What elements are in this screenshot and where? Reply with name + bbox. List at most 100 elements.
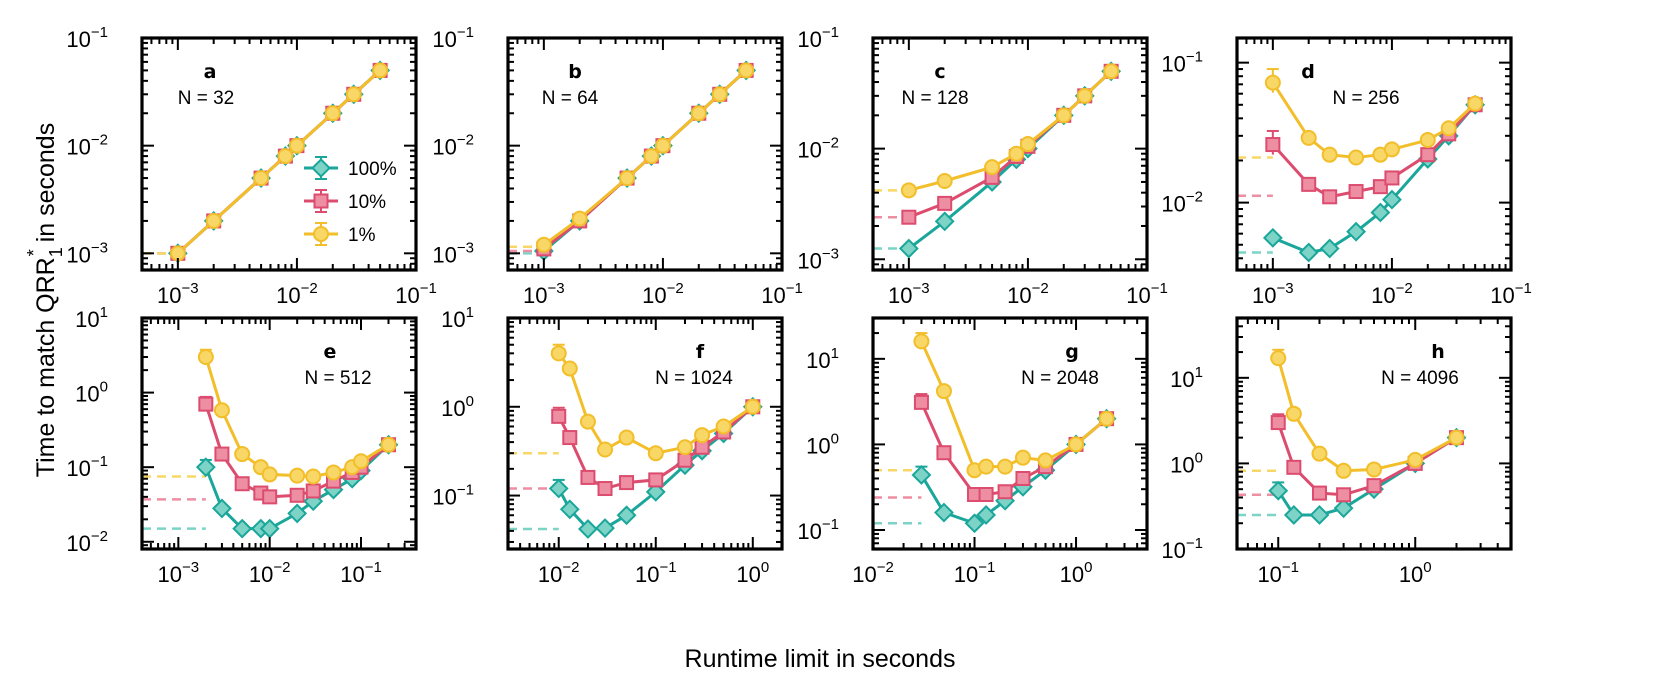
plot-area (508, 343, 763, 539)
data-point-10pct (597, 481, 613, 497)
data-point-10pct (936, 445, 952, 461)
x-tick-label: 10−1 (340, 559, 382, 587)
data-point-1pct (1348, 149, 1365, 166)
data-point-100pct (287, 503, 308, 524)
plot-area (873, 332, 1117, 534)
legend-marker (311, 158, 331, 178)
data-point-1pct (936, 172, 953, 189)
data-point-10pct (1348, 184, 1364, 200)
y-tick-label: 10−3 (432, 239, 474, 267)
data-point-100pct (1309, 505, 1330, 525)
data-point-100pct (578, 519, 598, 539)
panel-letter: h (1431, 341, 1445, 363)
data-point-1pct (571, 210, 588, 227)
series-line-100pct (920, 417, 1108, 525)
data-point-1pct (694, 427, 711, 444)
axes-frame (506, 316, 784, 551)
data-point-100pct (645, 481, 666, 502)
data-point-1pct (1440, 120, 1457, 137)
data-point-1pct (744, 398, 761, 415)
data-point-10pct (580, 469, 596, 485)
data-point-1pct (213, 402, 230, 419)
y-tick-label: 10−2 (1161, 189, 1203, 217)
panel-n-label: N = 4096 (1381, 368, 1459, 389)
data-point-1pct (618, 429, 635, 446)
plot-area (142, 348, 399, 539)
data-point-10pct (562, 430, 578, 446)
plot-area (1237, 68, 1486, 263)
data-point-1pct (1068, 436, 1085, 453)
data-point-1pct (535, 236, 552, 253)
data-point-100pct (616, 505, 637, 526)
data-point-1pct (205, 212, 222, 229)
axes-frame (140, 316, 418, 551)
legend-marker (313, 226, 329, 242)
y-tick-label: 101 (75, 304, 108, 332)
y-axis-title: Time to match QRR1* in seconds (24, 123, 66, 477)
y-tick-label: 101 (806, 345, 839, 373)
y-tick-label: 10−1 (1161, 49, 1203, 77)
data-point-1pct (1366, 461, 1382, 478)
axes-frame (506, 36, 784, 272)
panel-n-label: N = 2048 (1021, 368, 1099, 389)
data-point-10pct (937, 195, 953, 211)
data-point-1pct (997, 458, 1014, 475)
panel-d: 10−3 10−2 10−1 10−2 10−1 d N = 256 (1161, 36, 1532, 308)
data-point-100pct (1370, 202, 1391, 223)
x-tick-label: 10−1 (954, 559, 996, 587)
legend-item-10pct: 10% (304, 189, 386, 213)
data-point-1pct (579, 413, 596, 430)
panel-a: 10−3 10−2 10−1 10−3 10−2 10−1 a N = 32 (66, 24, 436, 308)
y-tick-label: 100 (75, 379, 108, 407)
panel-letter: c (934, 61, 945, 83)
data-point-100pct (911, 465, 932, 485)
data-point-10pct (648, 472, 664, 488)
legend-item-1pct: 1% (304, 222, 376, 246)
data-point-1pct (345, 86, 362, 103)
data-point-1pct (738, 62, 755, 79)
data-point-1pct (1311, 445, 1328, 462)
data-point-1pct (261, 466, 278, 483)
tick-marks (141, 317, 417, 550)
plot-area (142, 60, 391, 264)
data-point-10pct (677, 452, 693, 468)
legend-item-100pct: 100% (304, 156, 397, 180)
data-point-1pct (1270, 350, 1287, 367)
y-tick-label: 10−3 (797, 245, 839, 273)
series-line-1pct (557, 352, 754, 455)
data-point-100pct (934, 502, 954, 523)
panel-e: 10−3 10−2 10−1 10−2 10−1 100 101 e N = 512 (66, 304, 418, 587)
data-point-10pct (1384, 170, 1400, 186)
panel-letter: b (568, 61, 582, 83)
data-point-10pct (1286, 459, 1302, 475)
data-point-10pct (262, 489, 278, 505)
data-point-1pct (1014, 449, 1031, 466)
data-point-100pct (212, 498, 232, 519)
data-point-1pct (1098, 410, 1115, 427)
data-point-1pct (654, 137, 671, 154)
data-point-10pct (1311, 485, 1327, 501)
data-point-10pct (978, 486, 994, 502)
data-point-10pct (1301, 176, 1317, 192)
data-point-1pct (1467, 95, 1484, 112)
x-tick-label: 10−3 (1252, 280, 1294, 308)
data-point-1pct (984, 159, 1001, 176)
y-tick-label: 100 (806, 430, 839, 458)
data-point-100pct (1333, 498, 1354, 519)
series-line-10pct (557, 405, 754, 491)
data-point-1pct (305, 468, 322, 485)
data-point-1pct (288, 137, 305, 154)
data-point-10pct (913, 394, 929, 410)
data-point-1pct (253, 170, 270, 187)
data-point-10pct (901, 209, 917, 225)
data-point-1pct (325, 464, 342, 481)
data-point-1pct (1055, 107, 1072, 124)
data-point-1pct (978, 458, 995, 475)
x-axis-title: Runtime limit in seconds (685, 645, 956, 673)
data-point-1pct (1037, 452, 1054, 469)
data-point-10pct (1322, 189, 1338, 205)
data-point-10pct (619, 475, 635, 491)
y-tick-label: 101 (441, 304, 474, 332)
data-point-10pct (1372, 179, 1388, 195)
x-tick-label: 10−2 (538, 559, 580, 587)
